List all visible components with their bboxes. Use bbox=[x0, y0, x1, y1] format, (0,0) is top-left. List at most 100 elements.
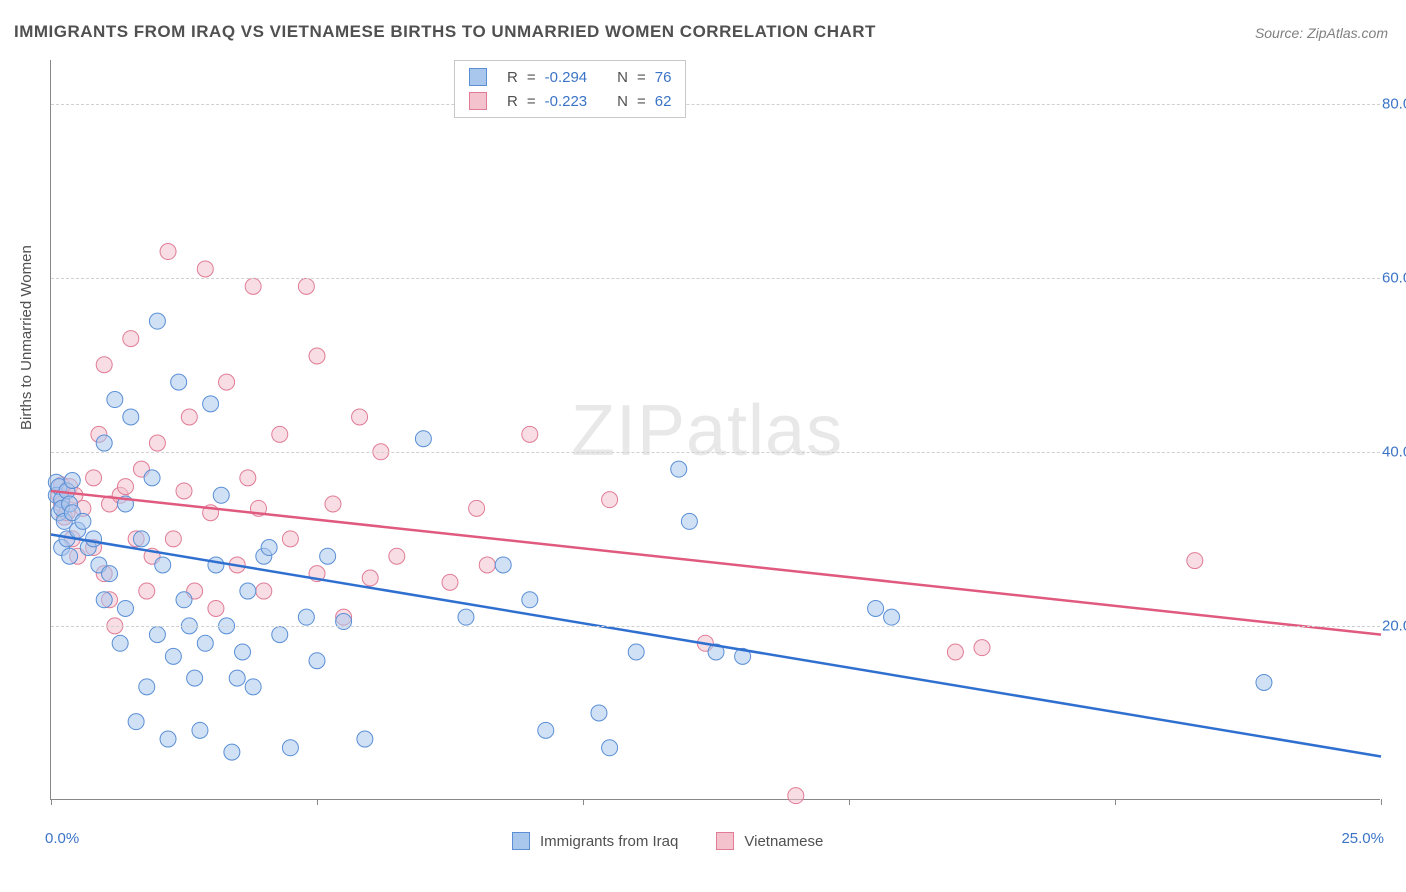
y-tick-label: 20.0% bbox=[1382, 617, 1406, 634]
data-point bbox=[240, 470, 256, 486]
r-label: R bbox=[507, 69, 518, 86]
data-point bbox=[160, 731, 176, 747]
data-point bbox=[197, 261, 213, 277]
source-label: Source: bbox=[1255, 25, 1307, 41]
stats-legend: R = -0.294 N = 76 R = -0.223 N = 62 bbox=[454, 60, 686, 118]
r-value-series2: -0.223 bbox=[545, 93, 588, 110]
data-point bbox=[117, 600, 133, 616]
scatter-svg bbox=[51, 60, 1380, 799]
data-point bbox=[479, 557, 495, 573]
data-point bbox=[272, 426, 288, 442]
x-tick bbox=[51, 799, 52, 805]
data-point bbox=[160, 244, 176, 260]
equals-sign: = bbox=[527, 93, 536, 110]
data-point bbox=[1256, 674, 1272, 690]
y-tick-label: 80.0% bbox=[1382, 95, 1406, 112]
legend-label-series1: Immigrants from Iraq bbox=[540, 833, 678, 850]
r-value-series1: -0.294 bbox=[545, 69, 588, 86]
data-point bbox=[788, 788, 804, 804]
data-point bbox=[261, 540, 277, 556]
data-point bbox=[947, 644, 963, 660]
data-point bbox=[62, 548, 78, 564]
data-point bbox=[681, 513, 697, 529]
source-name: ZipAtlas.com bbox=[1307, 25, 1388, 41]
data-point bbox=[245, 278, 261, 294]
data-point bbox=[176, 483, 192, 499]
data-point bbox=[336, 614, 352, 630]
data-point bbox=[320, 548, 336, 564]
x-tick-label: 0.0% bbox=[45, 830, 79, 847]
data-point bbox=[538, 722, 554, 738]
n-value-series2: 62 bbox=[655, 93, 672, 110]
data-point bbox=[86, 470, 102, 486]
data-point bbox=[325, 496, 341, 512]
data-point bbox=[144, 470, 160, 486]
data-point bbox=[229, 670, 245, 686]
trend-line bbox=[51, 491, 1381, 635]
data-point bbox=[165, 531, 181, 547]
data-point bbox=[256, 583, 272, 599]
data-point bbox=[458, 609, 474, 625]
x-tick bbox=[1381, 799, 1382, 805]
data-point bbox=[112, 635, 128, 651]
data-point bbox=[102, 566, 118, 582]
data-point bbox=[495, 557, 511, 573]
legend-label-series2: Vietnamese bbox=[744, 833, 823, 850]
data-point bbox=[442, 574, 458, 590]
data-point bbox=[107, 392, 123, 408]
data-point bbox=[357, 731, 373, 747]
x-tick bbox=[317, 799, 318, 805]
swatch-series1-bottom bbox=[512, 832, 530, 850]
r-label: R bbox=[507, 93, 518, 110]
chart-title: IMMIGRANTS FROM IRAQ VS VIETNAMESE BIRTH… bbox=[14, 22, 876, 42]
y-tick-label: 40.0% bbox=[1382, 443, 1406, 460]
n-value-series1: 76 bbox=[655, 69, 672, 86]
data-point bbox=[139, 583, 155, 599]
data-point bbox=[1187, 553, 1203, 569]
data-point bbox=[362, 570, 378, 586]
data-point bbox=[197, 635, 213, 651]
n-label: N bbox=[617, 93, 628, 110]
data-point bbox=[522, 426, 538, 442]
data-point bbox=[149, 627, 165, 643]
data-point bbox=[139, 679, 155, 695]
data-point bbox=[149, 435, 165, 451]
data-point bbox=[96, 357, 112, 373]
data-point bbox=[96, 592, 112, 608]
x-tick-label: 25.0% bbox=[1341, 830, 1384, 847]
data-point bbox=[352, 409, 368, 425]
data-point bbox=[884, 609, 900, 625]
stats-row-series1: R = -0.294 N = 76 bbox=[469, 65, 671, 89]
data-point bbox=[75, 513, 91, 529]
data-point bbox=[522, 592, 538, 608]
data-point bbox=[282, 531, 298, 547]
x-tick bbox=[1115, 799, 1116, 805]
n-label: N bbox=[617, 69, 628, 86]
gridline bbox=[51, 452, 1380, 453]
swatch-series2-bottom bbox=[716, 832, 734, 850]
trend-line bbox=[51, 534, 1381, 756]
equals-sign: = bbox=[637, 93, 646, 110]
data-point bbox=[628, 644, 644, 660]
equals-sign: = bbox=[527, 69, 536, 86]
data-point bbox=[272, 627, 288, 643]
gridline bbox=[51, 278, 1380, 279]
data-point bbox=[309, 653, 325, 669]
data-point bbox=[64, 472, 80, 488]
data-point bbox=[155, 557, 171, 573]
data-point bbox=[128, 714, 144, 730]
data-point bbox=[123, 331, 139, 347]
data-point bbox=[181, 409, 197, 425]
data-point bbox=[165, 648, 181, 664]
series-legend: Immigrants from Iraq Vietnamese bbox=[512, 832, 823, 850]
data-point bbox=[192, 722, 208, 738]
data-point bbox=[389, 548, 405, 564]
source-attribution: Source: ZipAtlas.com bbox=[1255, 25, 1388, 41]
data-point bbox=[149, 313, 165, 329]
data-point bbox=[133, 531, 149, 547]
data-point bbox=[171, 374, 187, 390]
data-point bbox=[96, 435, 112, 451]
data-point bbox=[671, 461, 687, 477]
gridline bbox=[51, 626, 1380, 627]
equals-sign: = bbox=[637, 69, 646, 86]
